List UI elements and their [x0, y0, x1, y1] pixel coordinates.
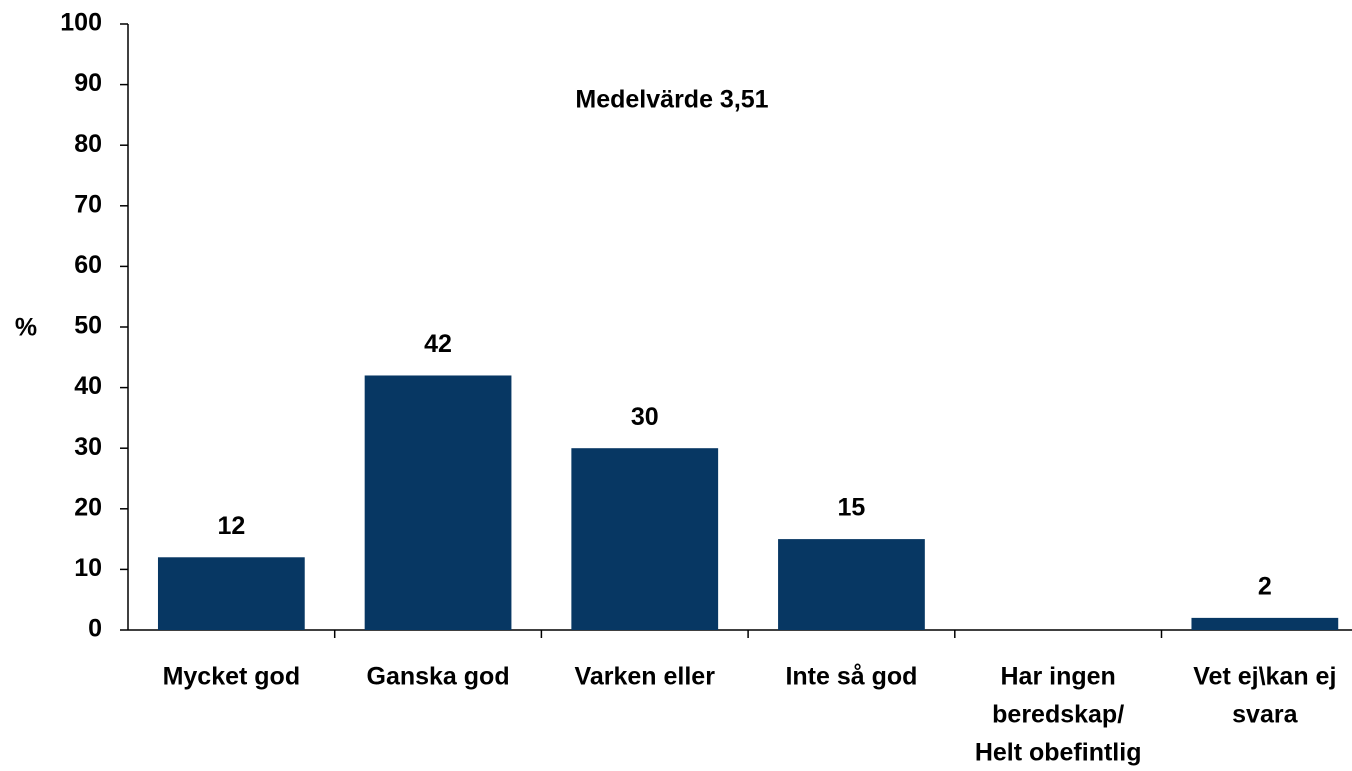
- y-tick-label: 70: [74, 190, 102, 218]
- y-tick-label: 60: [74, 251, 102, 279]
- x-tick-label: beredskap/: [992, 701, 1124, 729]
- data-label: 12: [217, 512, 245, 540]
- x-tick-label: Helt obefintlig: [975, 739, 1142, 767]
- y-tick-label: 90: [74, 69, 102, 97]
- bar: [1191, 617, 1339, 630]
- bar: [571, 448, 719, 630]
- bar: [778, 539, 925, 630]
- x-tick-label: Vet ej\kan ej: [1193, 663, 1336, 691]
- y-tick-label: 20: [74, 493, 102, 521]
- x-tick-label: Ganska god: [367, 663, 510, 691]
- data-label: 30: [631, 403, 659, 431]
- y-tick-label: 10: [74, 554, 102, 582]
- y-tick-label: 50: [74, 312, 102, 340]
- y-tick-label: 100: [60, 9, 102, 37]
- x-tick-label: Mycket god: [163, 663, 301, 691]
- data-label: 15: [838, 494, 866, 522]
- y-tick-label: 80: [74, 130, 102, 158]
- bar: [157, 557, 305, 630]
- x-tick-label: Varken eller: [575, 663, 716, 691]
- y-tick-label: 30: [74, 433, 102, 461]
- x-tick-label: Har ingen: [1001, 663, 1116, 691]
- y-axis-label: %: [15, 314, 37, 342]
- data-label: 2: [1258, 572, 1272, 600]
- y-tick-label: 40: [74, 372, 102, 400]
- bar: [364, 375, 512, 630]
- data-label: 42: [424, 330, 452, 358]
- annotation: Medelvärde 3,51: [575, 86, 768, 114]
- y-tick-label: 0: [88, 615, 102, 643]
- x-tick-label: Inte så god: [785, 663, 917, 691]
- x-tick-label: svara: [1232, 701, 1298, 729]
